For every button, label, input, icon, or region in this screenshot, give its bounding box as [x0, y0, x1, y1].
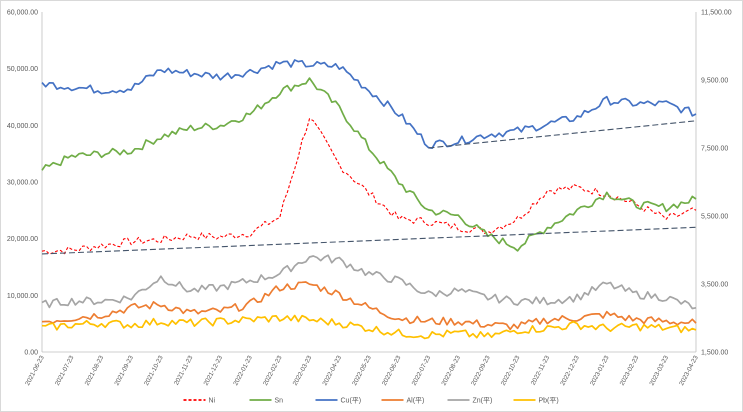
- series-line-al: [41, 281, 697, 331]
- left-y-tick-label: 40,000.00: [7, 123, 38, 130]
- left-y-tick-label: 20,000.00: [7, 236, 38, 243]
- right-y-tick-label: 7,500.00: [701, 146, 728, 153]
- legend-label: Cu(平): [341, 397, 362, 405]
- series-line-cu: [41, 59, 697, 150]
- series-line-pb: [41, 314, 697, 340]
- series-lines: [41, 59, 697, 340]
- legend-label: Pb(平): [539, 397, 559, 405]
- series-line-zn: [41, 254, 697, 310]
- series-line-ni: [41, 118, 697, 255]
- left-y-tick-label: 50,000.00: [7, 66, 38, 73]
- axes: [41, 12, 697, 353]
- left-y-tick-label: 10,000.00: [7, 293, 38, 300]
- legend: Ni Sn Cu(平) Al(平) Zn(平) Pb(平): [183, 397, 559, 405]
- trendline-ni: [41, 226, 697, 255]
- legend-label: Zn(平): [473, 397, 493, 405]
- left-y-axis-tick-labels: 0.00 10,000.00 20,000.00 30,000.00 40,000.00…: [7, 10, 38, 357]
- legend-label: Al(平): [407, 397, 425, 405]
- right-y-axis-tick-labels: 1,500.00 3,500.00 5,500.00 7,500.00 9,500.00…: [701, 10, 732, 357]
- right-y-tick-label: 3,500.00: [701, 282, 728, 289]
- legend-label: Ni: [209, 398, 216, 405]
- left-y-tick-label: 0.00: [24, 350, 38, 357]
- legend-label: Sn: [275, 398, 284, 405]
- series-line-sn: [41, 77, 697, 252]
- right-y-tick-label: 11,500.00: [701, 10, 732, 17]
- right-y-tick-label: 9,500.00: [701, 78, 728, 85]
- trendlines: [41, 120, 697, 255]
- left-y-tick-label: 60,000.00: [7, 10, 38, 17]
- right-y-tick-label: 5,500.00: [701, 214, 728, 221]
- right-y-tick-label: 1,500.00: [701, 350, 728, 357]
- left-y-tick-label: 30,000.00: [7, 180, 38, 187]
